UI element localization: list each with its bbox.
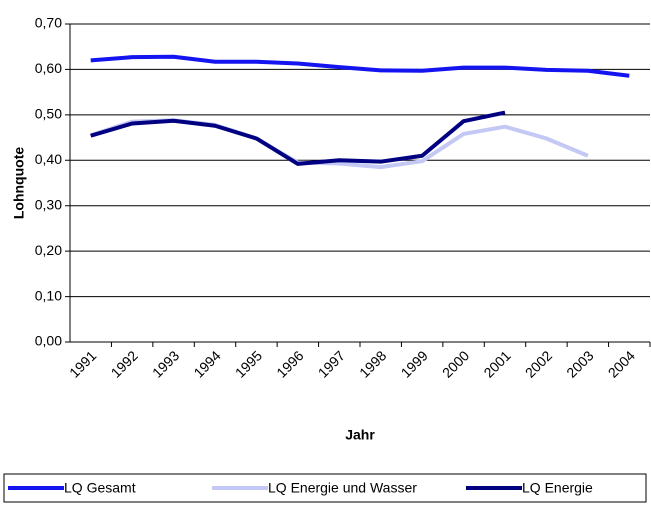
legend-label: LQ Gesamt <box>64 480 136 496</box>
series-line <box>90 110 506 166</box>
x-tick-label: 2000 <box>439 347 472 380</box>
y-tick-label: 0,30 <box>35 196 62 212</box>
x-axis-label: Jahr <box>345 427 375 443</box>
legend-box <box>3 473 647 503</box>
y-tick-label: 0,50 <box>35 106 62 122</box>
x-tick-label: 1991 <box>66 347 99 380</box>
y-tick-label: 0,10 <box>35 287 62 303</box>
y-tick-label: 0,60 <box>35 60 62 76</box>
y-tick-label: 0,70 <box>35 15 62 31</box>
y-tick-label: 0,20 <box>35 242 62 258</box>
legend-label: LQ Energie <box>522 480 593 496</box>
x-tick-label: 1996 <box>273 347 306 380</box>
series-line <box>90 54 630 78</box>
x-tick-label: 2001 <box>480 347 513 380</box>
x-tick-label: 1995 <box>232 347 265 380</box>
x-tick-label: 2004 <box>605 347 638 380</box>
y-tick-label: 0,00 <box>35 333 62 349</box>
x-tick-label: 1997 <box>315 347 348 380</box>
x-tick-label: 2003 <box>563 347 596 380</box>
y-axis-label: Lohnquote <box>11 147 27 220</box>
x-tick-label: 1993 <box>149 347 182 380</box>
x-tick-label: 2002 <box>522 347 555 380</box>
legend-label: LQ Energie und Wasser <box>268 480 417 496</box>
x-tick-label: 1999 <box>398 347 431 380</box>
x-tick-label: 1994 <box>190 347 223 380</box>
x-tick-label: 1998 <box>356 347 389 380</box>
y-tick-label: 0,40 <box>35 151 62 167</box>
x-tick-label: 1992 <box>108 347 141 380</box>
